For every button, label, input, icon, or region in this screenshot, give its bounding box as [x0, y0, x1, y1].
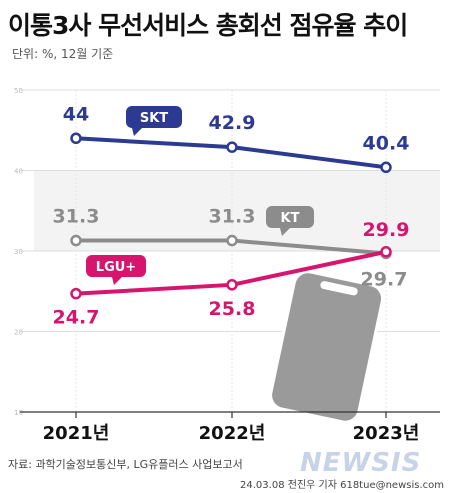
chart-title: 이통3사 무선서비스 총회선 점유율 추이: [8, 11, 408, 40]
legend-label: KT: [281, 211, 300, 226]
data-label: 25.8: [209, 298, 256, 320]
x-axis: 2021년 2022년 2023년: [20, 411, 440, 444]
y-tick-label: 20: [14, 329, 23, 337]
unit-note: 단위: %, 12월 기준: [12, 47, 114, 61]
phone-notch: [320, 281, 358, 296]
tag-pointer: [280, 228, 290, 236]
data-point: [226, 141, 238, 153]
tag-pointer: [132, 128, 142, 136]
x-tick-label: 2023년: [353, 423, 420, 444]
y-tick-label: 50: [14, 87, 23, 95]
phone-illustration: [269, 270, 385, 424]
data-label: 42.9: [209, 112, 256, 134]
data-label: 31.3: [209, 206, 256, 228]
tag-box: [86, 255, 146, 277]
data-label: 31.3: [53, 206, 100, 228]
data-label: 29.7: [361, 268, 408, 290]
data-point: [70, 234, 82, 247]
phone-body: [269, 270, 385, 424]
phone-icon: [269, 270, 385, 424]
data-point: [226, 234, 238, 247]
tag-box: [126, 106, 182, 128]
data-label: 40.4: [363, 132, 410, 154]
y-tick-label: 10: [14, 409, 23, 417]
shaded-band: [34, 170, 440, 251]
y-tick-label: 40: [14, 168, 23, 176]
source-note: 자료: 과학기술정보통신부, LG유플러스 사업보고서: [8, 458, 243, 471]
data-label: 44: [63, 103, 89, 125]
series-tag-kt: KT: [266, 206, 314, 236]
series-layer: [70, 132, 392, 300]
tag-pointer: [112, 277, 122, 285]
newsis-watermark: NEWSIS: [300, 448, 422, 478]
data-point: [70, 287, 82, 300]
y-tick-label: 30: [14, 248, 23, 256]
data-point: [380, 161, 392, 174]
data-point: [380, 246, 392, 258]
credit-line: 24.03.08 전진우 기자 618tue@newsis.com: [240, 480, 444, 491]
x-tick-label: 2021년: [43, 423, 110, 444]
tag-box: [266, 206, 314, 228]
series-tag-skt: SKT: [126, 106, 182, 136]
data-point: [226, 279, 238, 291]
x-tick-label: 2022년: [199, 423, 266, 444]
data-label: 24.7: [53, 307, 100, 329]
data-label: 29.9: [363, 219, 410, 241]
legend-label: LGU+: [96, 260, 136, 275]
data-point: [70, 132, 82, 145]
label-layer: 44 42.9 40.4 31.3 31.3 29.7 24.7 25.8 29.9 SKT KT L…: [53, 103, 410, 328]
legend-label: SKT: [140, 111, 168, 126]
series-tag-lguplus: LGU+: [86, 255, 146, 285]
